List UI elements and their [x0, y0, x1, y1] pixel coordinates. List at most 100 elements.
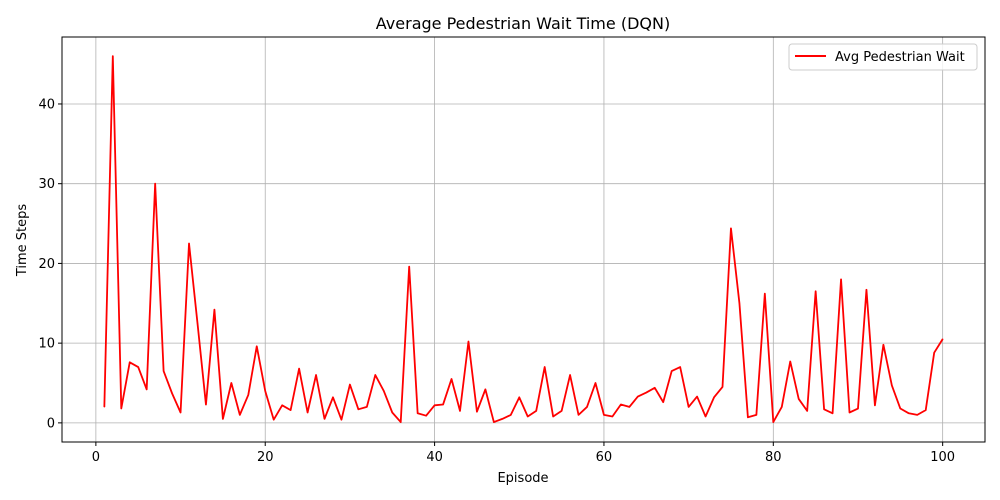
- data-point: [535, 410, 537, 412]
- legend-label: Avg Pedestrian Wait: [835, 50, 965, 65]
- grid: [62, 37, 985, 442]
- data-point: [857, 407, 859, 410]
- data-point: [146, 388, 148, 390]
- data-point: [196, 322, 199, 324]
- y-tick-label: 30: [38, 177, 55, 192]
- data-point: [357, 408, 359, 410]
- x-tick-label: 0: [92, 450, 100, 465]
- data-point: [163, 370, 165, 372]
- y-tick-label: 20: [38, 257, 55, 272]
- data-point: [112, 55, 114, 57]
- data-point: [721, 386, 724, 388]
- data-point: [815, 290, 817, 292]
- data-point: [484, 388, 486, 390]
- data-point: [628, 406, 630, 408]
- x-tick-label: 80: [765, 450, 782, 465]
- data-point: [831, 412, 834, 414]
- data-point: [933, 352, 935, 354]
- x-tick-label: 20: [257, 450, 274, 465]
- data-point: [366, 406, 368, 408]
- data-point: [713, 396, 715, 398]
- data-point: [586, 406, 588, 408]
- data-point: [450, 378, 453, 380]
- data-point: [764, 293, 766, 295]
- y-tick-label: 0: [47, 416, 55, 431]
- data-point: [417, 412, 419, 414]
- data-point: [154, 183, 156, 185]
- data-point: [171, 392, 173, 394]
- data-point: [323, 418, 326, 420]
- data-point: [374, 374, 376, 376]
- data-point: [230, 382, 232, 384]
- data-point: [527, 415, 529, 418]
- data-point: [493, 421, 495, 423]
- x-tick-label: 60: [596, 450, 613, 465]
- data-point: [306, 411, 309, 414]
- data-point: [899, 407, 901, 410]
- data-point: [222, 418, 224, 420]
- series-group: [103, 55, 944, 423]
- x-axis: 0 20 40 60 80 100: [92, 442, 955, 465]
- data-point: [315, 374, 317, 376]
- data-point: [603, 414, 605, 416]
- data-point: [239, 414, 241, 416]
- data-point: [882, 344, 884, 346]
- data-point: [264, 390, 266, 392]
- data-point: [654, 387, 656, 389]
- data-point: [425, 415, 427, 417]
- data-point: [298, 368, 300, 370]
- data-point: [501, 418, 503, 420]
- data-point: [213, 309, 216, 311]
- data-point: [442, 403, 444, 406]
- data-point: [637, 395, 639, 398]
- data-point: [467, 340, 470, 343]
- data-point: [688, 406, 690, 408]
- data-point: [730, 227, 732, 229]
- data-point: [408, 266, 410, 268]
- data-point: [400, 421, 402, 423]
- data-point: [840, 278, 842, 280]
- x-tick-label: 40: [426, 450, 443, 465]
- data-point: [679, 366, 681, 368]
- data-point: [942, 338, 944, 340]
- data-point: [552, 415, 554, 418]
- data-point: [916, 414, 918, 416]
- data-point: [891, 384, 893, 386]
- data-point: [611, 415, 614, 418]
- data-point: [620, 403, 622, 406]
- series-line: [103, 55, 944, 423]
- data-point: [544, 366, 546, 368]
- y-tick-label: 40: [38, 97, 55, 112]
- data-point: [256, 345, 258, 347]
- data-point: [662, 401, 664, 403]
- data-point: [510, 414, 512, 416]
- data-point: [738, 302, 741, 304]
- data-point: [433, 404, 436, 406]
- data-point: [290, 409, 292, 411]
- data-point: [459, 410, 461, 412]
- data-point: [577, 414, 580, 416]
- data-point: [704, 415, 707, 418]
- data-point: [569, 374, 571, 376]
- data-point: [120, 407, 122, 410]
- data-point: [349, 384, 351, 386]
- plot-area: [61, 36, 986, 443]
- data-point: [281, 404, 283, 406]
- data-point: [848, 411, 851, 414]
- data-point: [383, 390, 385, 392]
- data-point: [205, 403, 207, 406]
- x-axis-title: Episode: [497, 471, 548, 486]
- data-point: [874, 404, 876, 406]
- data-point: [129, 361, 131, 363]
- data-point: [671, 370, 673, 372]
- data-point: [103, 406, 105, 408]
- data-point: [518, 396, 520, 398]
- y-axis-title: Time Steps: [15, 204, 30, 278]
- data-point: [806, 410, 808, 412]
- data-point: [645, 391, 647, 394]
- data-point: [561, 410, 563, 412]
- data-point: [179, 411, 182, 414]
- data-point: [247, 394, 249, 396]
- data-point: [755, 414, 757, 416]
